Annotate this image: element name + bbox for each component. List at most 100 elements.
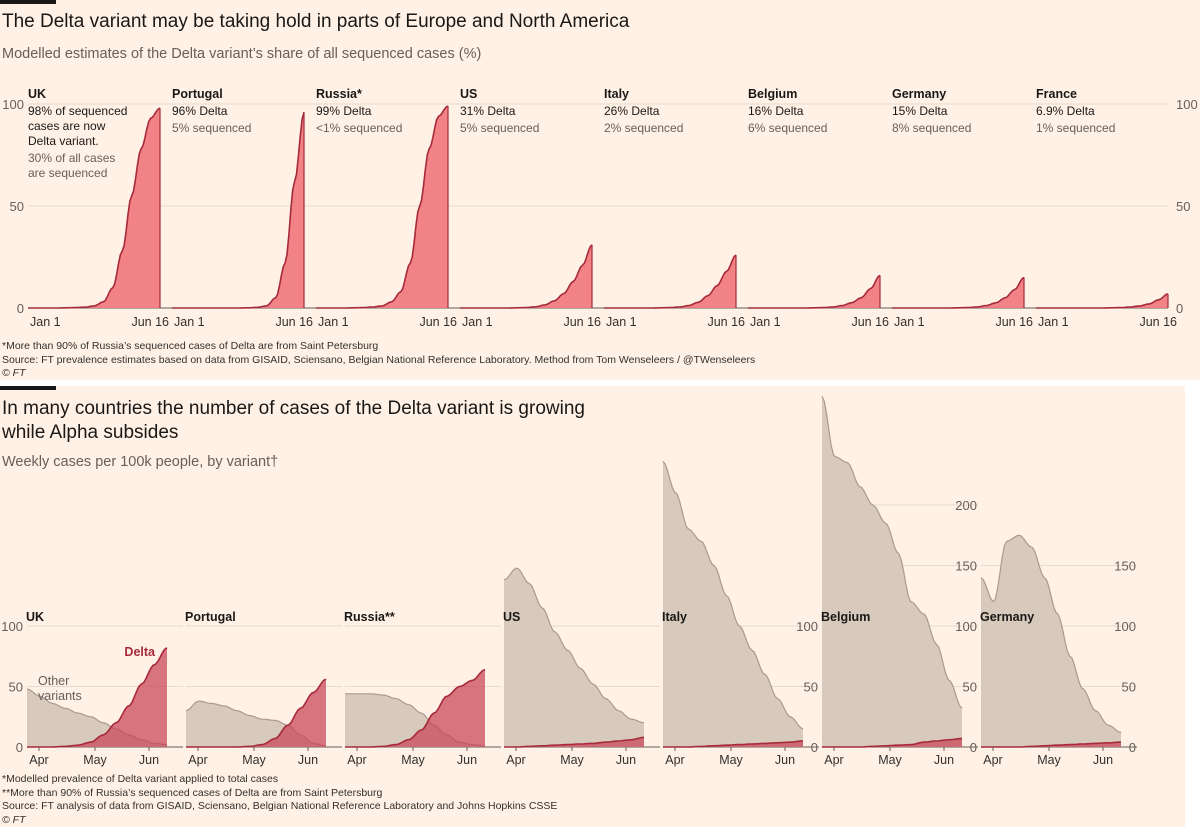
other-variants-line (821, 395, 963, 709)
other-variants-line (662, 461, 804, 730)
panel-italy: 0 50 100 Italy Apr May Jun (662, 461, 819, 767)
sequenced-label: 6% sequenced (748, 121, 827, 135)
variant-cases-chart-panel: In many countries the number of cases of… (0, 386, 1185, 827)
delta-line (822, 737, 963, 748)
x-tick-label: Jan 1 (462, 315, 493, 329)
delta-area (981, 742, 1121, 747)
delta-line (27, 647, 168, 748)
note-russia: **More than 90% of Russia’s sequenced ca… (2, 786, 383, 799)
delta-share-label: 6.9% Delta (1036, 104, 1095, 118)
y-tick-left-50: 50 (10, 199, 24, 214)
x-tick-label: Apr (29, 753, 48, 767)
delta-share-label: 26% Delta (604, 104, 660, 118)
delta-share-area (892, 277, 1024, 308)
panel-italy: Italy 26% Delta 2% sequenced Jan 1 Jun 16 (604, 87, 745, 329)
other-variants-area (663, 461, 803, 747)
x-tick-label: Jun 16 (131, 315, 169, 329)
chart-title: In many countries the number of cases of… (2, 397, 585, 445)
y-tick-right-0: 0 (1176, 301, 1183, 316)
y-tick-200: 200 (955, 498, 977, 513)
x-tick-label: May (1037, 753, 1061, 767)
country-label: UK (28, 87, 46, 101)
delta-share-area (460, 244, 592, 308)
x-tick-label: Apr (824, 753, 843, 767)
source-note: Source: FT prevalence estimates based on… (2, 353, 756, 366)
delta-share-label: Delta variant. (28, 134, 99, 148)
delta-area (663, 740, 803, 747)
other-variants-line (980, 534, 1122, 734)
delta-annotation: Delta (124, 645, 156, 659)
x-tick-label: Jun (1093, 753, 1113, 767)
country-label: US (503, 610, 520, 624)
delta-line (186, 678, 327, 748)
delta-share-area (316, 106, 448, 308)
x-tick-label: Jan 1 (894, 315, 925, 329)
x-tick-label: Jan 1 (606, 315, 637, 329)
x-tick-label: Jun 16 (1139, 315, 1177, 329)
ft-accent-bar (0, 0, 56, 4)
delta-share-area (1036, 293, 1168, 308)
x-tick-label: May (719, 753, 743, 767)
x-tick-label: Apr (983, 753, 1002, 767)
panel-us: US Apr May Jun (503, 567, 660, 767)
x-tick-label: Jun 16 (851, 315, 889, 329)
y-tick-right-50: 50 (1176, 199, 1190, 214)
country-label: Belgium (821, 610, 870, 624)
panel-germany: Germany 15% Delta 8% sequenced Jan 1 Jun 16 (892, 87, 1033, 329)
delta-share-line (316, 105, 449, 309)
delta-area (186, 679, 326, 747)
panel-germany: 0 50 100 150 Germany Apr May Jun (980, 534, 1137, 767)
country-label: Italy (604, 87, 629, 101)
delta-share-line (172, 111, 305, 309)
sequenced-label: are sequenced (28, 166, 107, 180)
other-variants-area (345, 693, 485, 747)
country-label: Germany (980, 610, 1034, 624)
x-tick-label: Jun (139, 753, 159, 767)
delta-area (504, 737, 644, 747)
y-tick-50: 50 (963, 680, 977, 695)
other-variants-area (27, 688, 167, 747)
sequenced-label: 1% sequenced (1036, 121, 1115, 135)
chart-title: The Delta variant may be taking hold in … (2, 11, 630, 32)
x-tick-label: Jan 1 (174, 315, 205, 329)
y-tick-50: 50 (804, 680, 818, 695)
delta-share-line (892, 276, 1025, 309)
y-tick-left-0: 0 (17, 301, 24, 316)
delta-share-label: 99% Delta (316, 104, 372, 118)
x-tick-label: Apr (506, 753, 525, 767)
panel-us: US 31% Delta 5% sequenced Jan 1 Jun 16 (460, 87, 601, 329)
other-variants-area (504, 568, 644, 747)
panel-belgium: Belgium 16% Delta 6% sequenced Jan 1 Jun 16 (748, 87, 889, 329)
delta-share-label: 31% Delta (460, 104, 516, 118)
delta-area (345, 669, 485, 747)
country-label: Portugal (172, 87, 223, 101)
country-label: Germany (892, 87, 946, 101)
x-tick-label: Jun (298, 753, 318, 767)
x-tick-label: Jun 16 (995, 315, 1033, 329)
y-tick-0: 0 (970, 740, 977, 755)
chart-subtitle: Modelled estimates of the Delta variant’… (2, 46, 482, 62)
delta-area (27, 647, 167, 747)
panel-belgium: 0 50 100 150 200 Belgium Apr May Jun (821, 395, 978, 767)
country-label: Russia* (316, 87, 362, 101)
delta-share-line (604, 254, 737, 309)
delta-line (345, 668, 486, 748)
country-label: UK (26, 610, 44, 624)
note-delta-prevalence: *Modelled prevalence of Delta variant ap… (2, 773, 279, 785)
panel-france: France 6.9% Delta 1% sequenced Jan 1 Jun 16 (1036, 87, 1177, 329)
sequenced-label: 8% sequenced (892, 121, 971, 135)
delta-share-label: 15% Delta (892, 104, 948, 118)
delta-share-area (172, 112, 304, 308)
chart-title-line1: In many countries the number of cases of… (2, 398, 585, 419)
x-tick-label: Apr (188, 753, 207, 767)
country-label: France (1036, 87, 1077, 101)
y-tick-100: 100 (955, 619, 977, 634)
ft-accent-bar (0, 386, 56, 390)
y-tick-0: 0 (16, 740, 23, 755)
x-tick-label: Jun (457, 753, 477, 767)
country-label: US (460, 87, 477, 101)
y-tick-50: 50 (9, 680, 23, 695)
